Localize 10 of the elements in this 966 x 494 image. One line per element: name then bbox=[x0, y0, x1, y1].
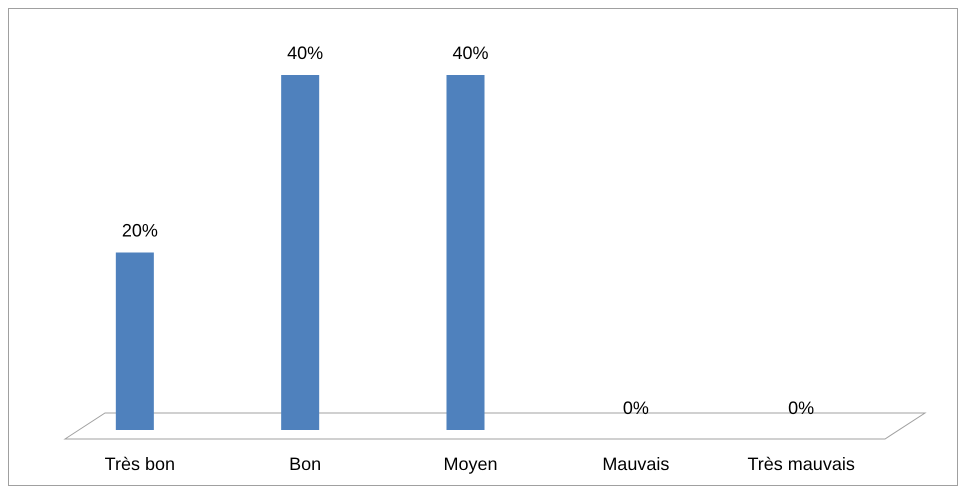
x-tick-label: Bon bbox=[289, 454, 322, 474]
x-tick-label: Moyen bbox=[443, 454, 498, 474]
x-tick-label: Mauvais bbox=[602, 454, 670, 474]
data-label: 20% bbox=[122, 220, 158, 240]
x-tick-label: Très mauvais bbox=[747, 454, 855, 474]
data-label: 40% bbox=[452, 43, 489, 63]
data-label: 40% bbox=[287, 43, 324, 63]
data-label: 0% bbox=[622, 398, 649, 418]
data-label: 0% bbox=[788, 398, 814, 418]
x-tick-label: Très bon bbox=[104, 454, 176, 474]
